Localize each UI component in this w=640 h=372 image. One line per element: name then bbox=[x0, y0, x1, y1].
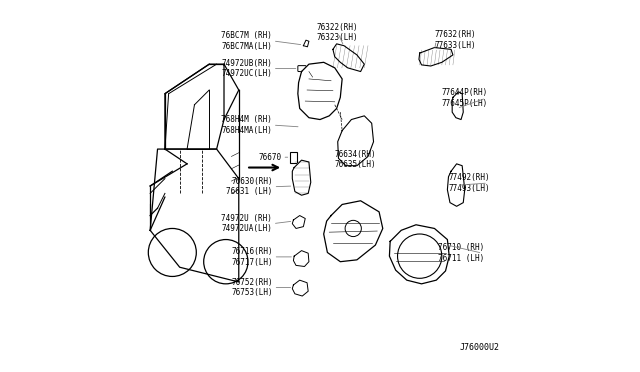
Text: 77492(RH)
77493(LH): 77492(RH) 77493(LH) bbox=[448, 173, 490, 193]
Polygon shape bbox=[389, 225, 449, 284]
Text: 76322(RH)
76323(LH): 76322(RH) 76323(LH) bbox=[317, 23, 358, 42]
Text: 76670: 76670 bbox=[259, 153, 282, 162]
Polygon shape bbox=[292, 160, 311, 195]
Bar bbox=[291, 152, 297, 163]
Text: 76BC7M (RH)
76BC7MA(LH): 76BC7M (RH) 76BC7MA(LH) bbox=[221, 31, 272, 51]
Polygon shape bbox=[419, 48, 453, 66]
Polygon shape bbox=[292, 215, 305, 228]
Polygon shape bbox=[324, 201, 383, 262]
Text: 76716(RH)
76717(LH): 76716(RH) 76717(LH) bbox=[231, 247, 273, 267]
Polygon shape bbox=[293, 251, 309, 266]
Polygon shape bbox=[333, 44, 364, 71]
Text: 77644P(RH)
77645P(LH): 77644P(RH) 77645P(LH) bbox=[442, 89, 488, 108]
Text: 76630(RH)
76631 (LH): 76630(RH) 76631 (LH) bbox=[227, 177, 273, 196]
Text: 77632(RH)
77633(LH): 77632(RH) 77633(LH) bbox=[435, 31, 476, 50]
Text: 768H4M (RH)
768H4MA(LH): 768H4M (RH) 768H4MA(LH) bbox=[221, 115, 272, 135]
Polygon shape bbox=[338, 116, 374, 166]
Text: 76752(RH)
76753(LH): 76752(RH) 76753(LH) bbox=[231, 278, 273, 297]
Text: 74972UB(RH)
74972UC(LH): 74972UB(RH) 74972UC(LH) bbox=[221, 59, 272, 78]
Text: 76634(RH)
76635(LH): 76634(RH) 76635(LH) bbox=[334, 150, 376, 169]
Text: J76000U2: J76000U2 bbox=[459, 343, 499, 352]
Text: 76710 (RH)
76711 (LH): 76710 (RH) 76711 (LH) bbox=[438, 244, 484, 263]
Polygon shape bbox=[292, 280, 308, 296]
Polygon shape bbox=[452, 92, 463, 119]
Polygon shape bbox=[447, 164, 465, 206]
Text: 74972U (RH)
74972UA(LH): 74972U (RH) 74972UA(LH) bbox=[221, 214, 272, 233]
Polygon shape bbox=[298, 62, 342, 119]
